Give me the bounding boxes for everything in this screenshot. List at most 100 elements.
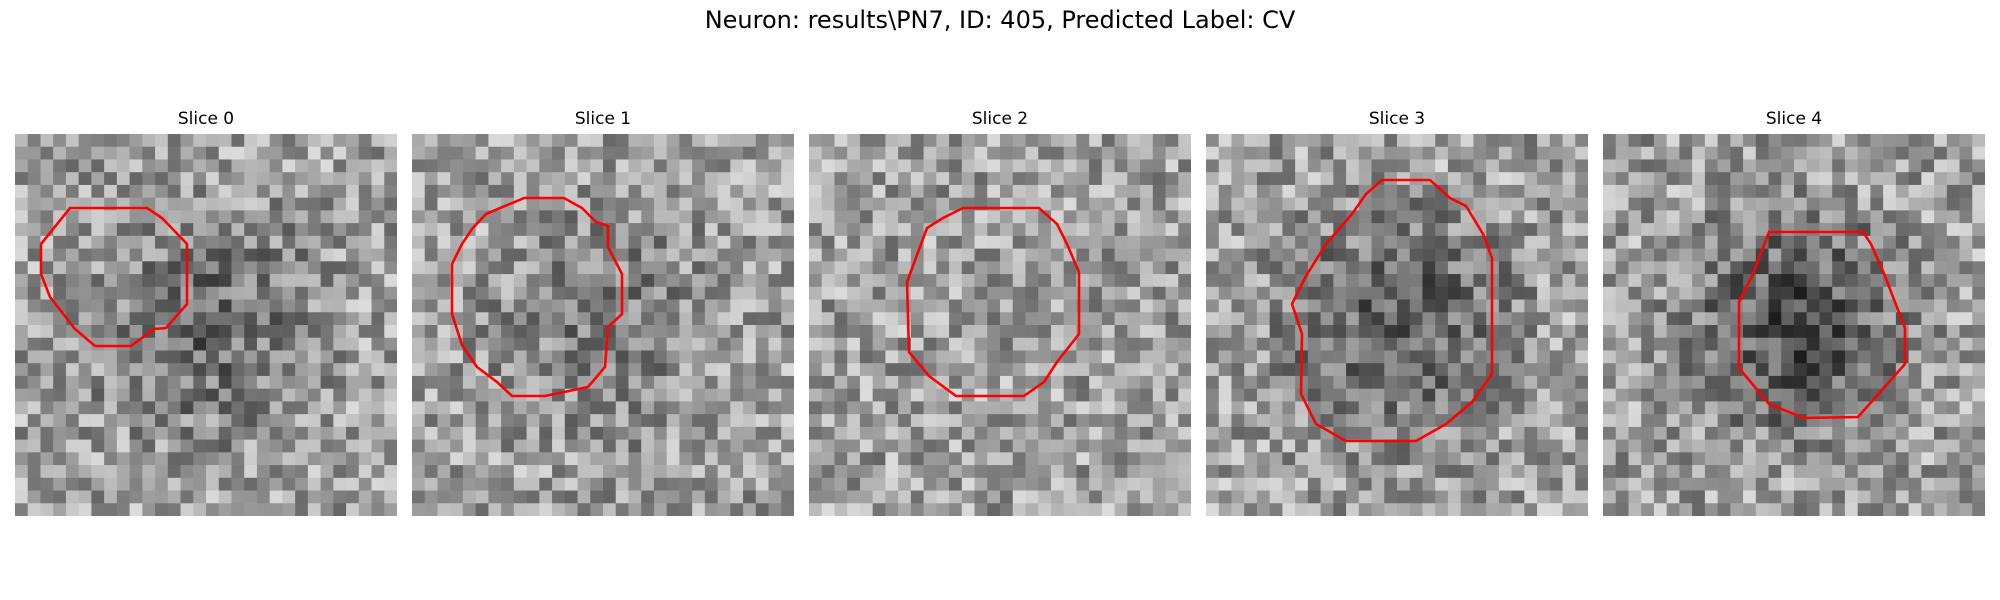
pixel xyxy=(1524,184,1538,199)
pixel xyxy=(1819,490,1833,504)
pixel xyxy=(834,401,848,415)
pixel xyxy=(615,172,629,186)
pixel xyxy=(961,210,976,224)
pixel xyxy=(1012,134,1026,148)
pixel xyxy=(1178,134,1191,148)
pixel xyxy=(1460,312,1474,326)
pixel xyxy=(1231,197,1245,211)
pixel xyxy=(1972,184,1985,199)
pixel xyxy=(155,299,169,313)
pixel xyxy=(307,299,322,313)
pixel xyxy=(1844,197,1859,211)
pixel xyxy=(1127,325,1141,339)
pixel xyxy=(167,401,182,415)
pixel xyxy=(1473,401,1487,415)
pixel xyxy=(116,414,131,428)
pixel xyxy=(1895,223,1910,237)
pixel xyxy=(1679,477,1693,492)
pixel xyxy=(730,197,744,211)
pixel xyxy=(1549,426,1564,441)
pixel xyxy=(1562,503,1576,516)
pixel xyxy=(564,465,579,479)
pixel xyxy=(666,184,680,199)
pixel xyxy=(1794,325,1808,339)
pixel xyxy=(1921,312,1935,326)
pixel xyxy=(974,439,988,453)
pixel xyxy=(949,452,963,466)
pixel xyxy=(475,134,489,148)
pixel xyxy=(256,248,271,262)
pixel xyxy=(603,235,617,250)
pixel xyxy=(1819,299,1833,313)
pixel xyxy=(1435,312,1449,326)
pixel xyxy=(1934,184,1948,199)
pixel xyxy=(1409,452,1423,466)
pixel xyxy=(412,490,426,504)
pixel xyxy=(781,134,794,148)
pixel xyxy=(1934,401,1948,415)
pixel xyxy=(269,146,283,160)
pixel xyxy=(1959,235,1973,250)
pixel xyxy=(1063,197,1077,211)
pixel xyxy=(40,172,54,186)
pixel xyxy=(730,159,744,173)
pixel xyxy=(1562,146,1576,160)
pixel xyxy=(1178,274,1191,288)
pixel xyxy=(1140,325,1154,339)
pixel xyxy=(256,274,271,288)
pixel xyxy=(847,274,861,288)
pixel xyxy=(437,325,451,339)
pixel xyxy=(1371,299,1385,313)
pixel xyxy=(424,337,438,351)
pixel xyxy=(1666,299,1680,313)
pixel xyxy=(615,439,629,453)
pixel xyxy=(346,274,360,288)
pixel xyxy=(923,452,937,466)
pixel xyxy=(1641,210,1655,224)
pixel xyxy=(1908,197,1922,211)
pixel xyxy=(847,134,861,148)
pixel xyxy=(1666,452,1680,466)
pixel xyxy=(116,159,131,173)
pixel xyxy=(1140,146,1154,160)
pixel xyxy=(872,452,886,466)
pixel xyxy=(590,477,604,492)
pixel xyxy=(1653,490,1668,504)
pixel xyxy=(923,134,937,148)
pixel xyxy=(1358,325,1373,339)
pixel xyxy=(462,363,477,377)
pixel xyxy=(1832,146,1846,160)
pixel xyxy=(666,197,680,211)
pixel xyxy=(1127,210,1141,224)
pixel xyxy=(1460,465,1474,479)
pixel xyxy=(1562,465,1576,479)
pixel xyxy=(1486,465,1500,479)
pixel xyxy=(1165,134,1179,148)
pixel xyxy=(167,465,182,479)
pixel xyxy=(1000,465,1014,479)
pixel xyxy=(1422,350,1436,364)
pixel xyxy=(1615,223,1629,237)
pixel xyxy=(1692,197,1706,211)
pixel xyxy=(1114,325,1128,339)
pixel xyxy=(1152,134,1167,148)
pixel xyxy=(809,439,823,453)
pixel xyxy=(628,299,642,313)
pixel xyxy=(1511,184,1525,199)
pixel xyxy=(1152,248,1167,262)
pixel xyxy=(590,325,604,339)
pixel xyxy=(692,503,706,516)
pixel xyxy=(320,286,334,301)
pixel xyxy=(91,172,105,186)
pixel xyxy=(167,261,182,275)
pixel xyxy=(564,426,579,441)
pixel xyxy=(424,312,438,326)
pixel xyxy=(91,503,105,516)
pixel xyxy=(346,235,360,250)
pixel xyxy=(206,299,220,313)
pixel xyxy=(1333,261,1347,275)
pixel xyxy=(1806,337,1820,351)
pixel xyxy=(872,210,886,224)
pixel xyxy=(384,465,397,479)
pixel xyxy=(1524,312,1538,326)
